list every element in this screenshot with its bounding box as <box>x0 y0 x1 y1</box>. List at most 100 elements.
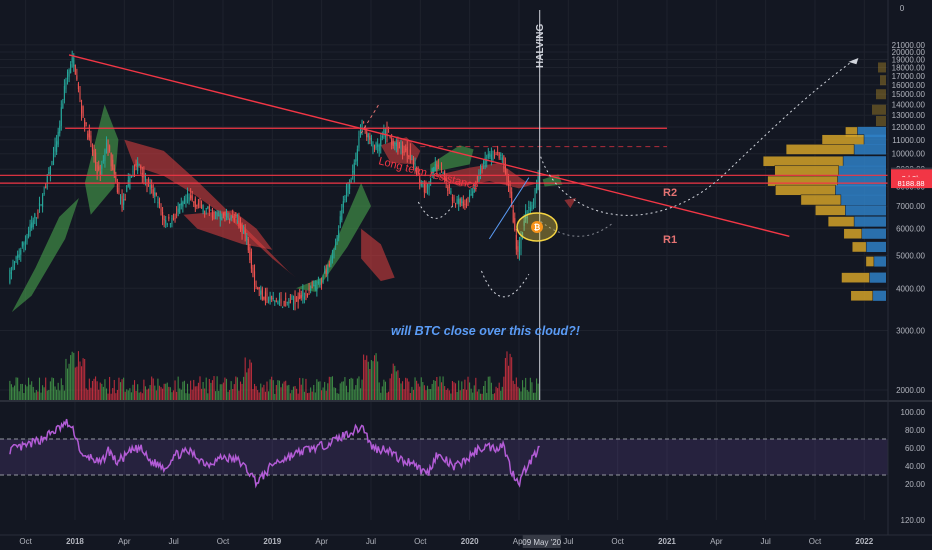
volume-bar <box>275 385 277 400</box>
volume-bar <box>416 380 418 400</box>
candle-body <box>392 140 394 147</box>
volume-bar <box>45 377 47 400</box>
volume-bar <box>216 376 218 400</box>
volume-bar <box>168 386 170 400</box>
volume-bar <box>160 387 162 400</box>
candle-body <box>233 218 235 220</box>
candle-body <box>426 184 429 188</box>
candle-body <box>509 186 511 194</box>
candle-body <box>384 130 386 138</box>
candle-body <box>193 201 195 203</box>
volume-bar <box>372 361 374 400</box>
price-tick-label: 10000.00 <box>892 150 926 159</box>
time-tick-label: Oct <box>19 537 32 546</box>
long-term-resistance-line <box>68 54 790 237</box>
volume-bar <box>436 376 438 400</box>
volume-bar <box>289 393 291 400</box>
volume-bar <box>20 383 22 400</box>
candle-body <box>105 142 108 153</box>
volume-bar <box>529 377 531 400</box>
candle-body <box>42 194 44 208</box>
time-tick-label: Oct <box>809 537 822 546</box>
volume-bar <box>196 386 198 400</box>
volume-bar <box>121 379 123 400</box>
volume-bar <box>394 365 396 400</box>
candle-body <box>277 301 279 305</box>
volume-bar <box>42 385 44 400</box>
candle-body <box>197 202 199 206</box>
candle-body <box>149 185 151 190</box>
volume-bar <box>76 366 78 400</box>
candle-body <box>215 212 217 214</box>
volume-bar <box>363 354 365 400</box>
volume-bar <box>423 385 425 400</box>
volume-bar <box>455 383 457 400</box>
candle-body <box>110 153 112 167</box>
volume-bar <box>261 387 263 400</box>
candle-body <box>317 282 319 284</box>
candle-body <box>303 296 305 300</box>
candle-body <box>165 220 167 224</box>
volume-profile-down <box>865 256 875 267</box>
volume-bar <box>250 362 252 400</box>
volume-bar <box>406 378 408 400</box>
candle-body <box>241 224 243 235</box>
candle-body <box>339 216 341 225</box>
volume-bar <box>392 363 394 400</box>
volume-profile-down <box>762 155 844 167</box>
candle-body <box>522 233 524 237</box>
candle-body <box>255 285 257 288</box>
candle-body <box>515 234 517 250</box>
candle-body <box>101 163 103 169</box>
candle-body <box>85 122 87 124</box>
candle-body <box>409 149 411 160</box>
candle-body <box>40 204 42 206</box>
volume-bar <box>336 393 338 400</box>
candle-body <box>511 191 513 205</box>
volume-bar <box>475 377 477 400</box>
volume-bar <box>459 390 461 400</box>
volume-bar <box>375 353 377 400</box>
candle-body <box>28 231 30 237</box>
price-tick-label: 7000.00 <box>896 202 925 211</box>
volume-bar <box>12 387 14 400</box>
volume-bar <box>422 382 424 400</box>
volume-bar <box>88 378 90 400</box>
volume-bar <box>244 357 246 400</box>
candle-body <box>60 107 62 126</box>
candle-body <box>450 191 452 194</box>
volume-bar <box>503 376 505 400</box>
volume-bar <box>489 376 491 400</box>
volume-bar <box>95 376 97 400</box>
candle-body <box>98 166 100 170</box>
candle-body <box>377 144 379 147</box>
candle-body <box>221 217 223 221</box>
candle-body <box>225 213 228 216</box>
candle-body <box>216 213 218 217</box>
candle-body <box>447 187 449 191</box>
candle-body <box>425 182 427 194</box>
volume-bar <box>386 392 388 400</box>
candle-body <box>305 292 307 296</box>
candle-body <box>202 205 204 213</box>
volume-bar <box>179 388 181 400</box>
candle-body <box>208 206 210 213</box>
volume-bar <box>380 392 382 400</box>
volume-bar <box>486 392 488 400</box>
candle-body <box>428 183 430 190</box>
candle-body <box>65 82 67 90</box>
candle-body <box>372 144 374 147</box>
candle-body <box>113 168 115 174</box>
volume-bar <box>207 393 209 400</box>
candle-body <box>158 199 161 205</box>
cloud-segment <box>183 210 273 250</box>
volume-bar <box>522 380 524 400</box>
candle-body <box>249 247 251 261</box>
candle-body <box>319 282 321 284</box>
volume-profile-down <box>767 175 838 187</box>
volume-bar <box>66 368 69 400</box>
rsi-tick-label: 60.00 <box>905 444 926 453</box>
candle-body <box>244 230 246 235</box>
volume-bar <box>56 389 58 400</box>
